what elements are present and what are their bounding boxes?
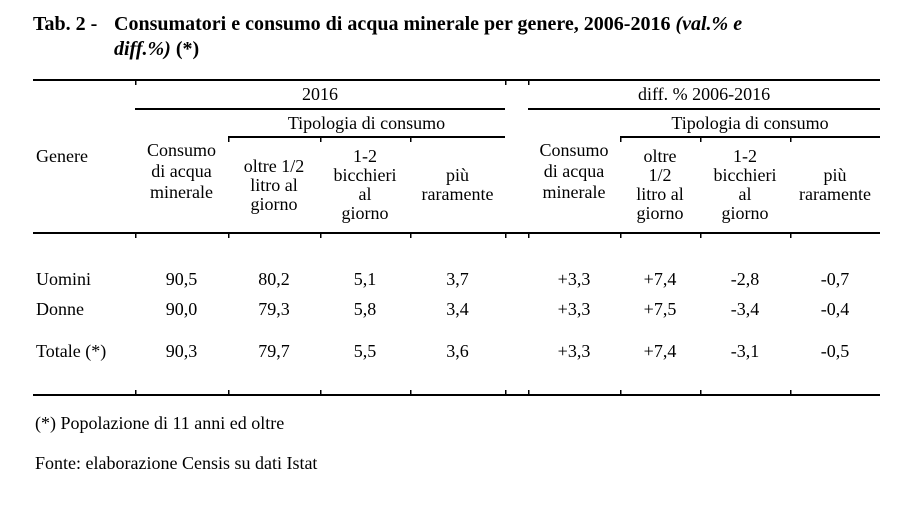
cell-value: +7,4 (620, 233, 700, 294)
col-header-piu-raramente-2016: più raramente (410, 137, 505, 234)
group-header-diff-2006-2016: diff. % 2006-2016 (528, 79, 881, 110)
col-header-piu-raramente-diff: più raramente (790, 137, 881, 234)
cell-value: 90,5 (135, 233, 228, 294)
row-label-totale: Totale (*) (33, 324, 135, 396)
table-title-italic-line2: diff.%) (114, 38, 171, 60)
cell-value: -3,1 (700, 324, 790, 396)
cell-value: 79,7 (228, 324, 320, 396)
cell-value: +3,3 (528, 233, 620, 294)
cell-value: 5,1 (320, 233, 410, 294)
table-row-totale: Totale (*) 90,3 79,7 5,5 3,6 +3,3 +7,4 -… (33, 324, 881, 396)
cell-value: -0,4 (820, 299, 850, 319)
row-label-donne: Donne (36, 299, 84, 319)
cell-value: 90,3 (135, 324, 228, 396)
header-row-columns: oltre 1/2 litro al giorno 1-2 bicchieri … (33, 137, 881, 234)
cell-value: 79,3 (258, 299, 290, 319)
column-gap (505, 79, 528, 234)
cell-value: -0,7 (790, 233, 881, 294)
col-header-bicchieri-2016: 1-2 bicchieri al giorno (320, 137, 410, 234)
table-title: Tab. 2 - Consumatori e consumo di acqua … (33, 12, 882, 62)
cell-value: -2,8 (700, 233, 790, 294)
table-title-prefix: Tab. 2 - (33, 13, 98, 35)
table-row-donne: Donne 90,0 79,3 5,8 3,4 +3,3 +7,5 -3,4 -… (33, 294, 880, 324)
cell-value: 90,0 (165, 299, 198, 319)
group-header-2016: 2016 (135, 79, 505, 110)
column-gap (505, 294, 528, 324)
subgroup-header-tipologia-2016: Tipologia di consumo (228, 109, 505, 138)
header-row-tipologia: Consumo di acqua minerale Tipologia di c… (33, 109, 881, 234)
col-header-genere: Genere (33, 79, 135, 234)
cell-value: 80,2 (228, 233, 320, 294)
cell-value: +3,3 (528, 324, 620, 396)
water-consumption-table: Genere 2016 diff. % 2006-2016 Consumo di… (33, 79, 881, 396)
table-title-italic-line1: (val.% e (675, 13, 743, 35)
table-title-note-mark: (*) (175, 38, 200, 60)
cell-value: 3,7 (410, 233, 505, 294)
table-title-main: Consumatori e consumo di acqua minerale … (114, 13, 671, 35)
column-gap (505, 324, 528, 396)
table-title-text: Consumatori e consumo di acqua minerale … (114, 12, 742, 62)
cell-value: +7,5 (643, 299, 677, 319)
header-row-groups: Genere 2016 diff. % 2006-2016 (33, 79, 881, 234)
table-row-uomini: Uomini 90,5 80,2 5,1 3,7 +3,3 +7,4 -2,8 … (33, 233, 881, 294)
subgroup-header-tipologia-diff: Tipologia di consumo (620, 109, 881, 138)
cell-value: 3,4 (446, 299, 469, 319)
cell-value: 5,5 (320, 324, 410, 396)
col-header-consumo-diff: Consumo di acqua minerale (528, 109, 620, 234)
cell-value: +3,3 (557, 299, 591, 319)
cell-value: 5,8 (353, 299, 377, 319)
column-gap (505, 233, 528, 294)
footnote-population: (*) Popolazione di 11 anni ed oltre (35, 413, 285, 433)
cell-value: 3,6 (410, 324, 505, 396)
row-label-uomini: Uomini (36, 269, 92, 289)
footnote-source: Fonte: elaborazione Censis su dati Istat (35, 453, 318, 473)
col-header-bicchieri-diff: 1-2 bicchieri al giorno (700, 137, 790, 234)
cell-value: -3,4 (730, 299, 760, 319)
col-header-oltre-mezzo-litro-diff: oltre 1/2 litro al giorno (620, 137, 700, 234)
col-header-consumo-2016: Consumo di acqua minerale (135, 109, 228, 234)
cell-value: -0,5 (790, 324, 881, 396)
cell-value: +7,4 (620, 324, 700, 396)
col-header-oltre-mezzo-litro-2016: oltre 1/2 litro al giorno (228, 137, 320, 234)
